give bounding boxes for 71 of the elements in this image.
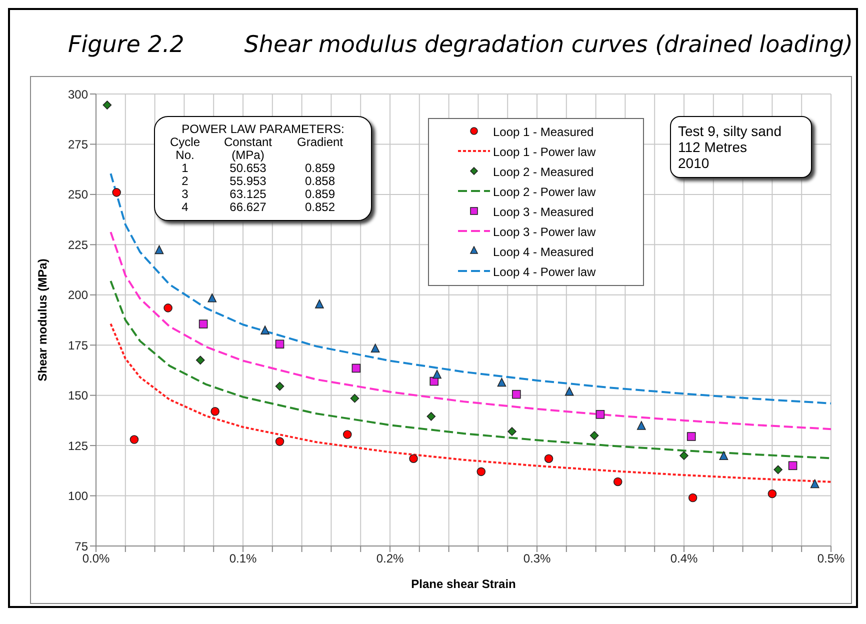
point — [164, 304, 172, 312]
point — [590, 431, 599, 440]
legend-label: Loop 2 - Power law — [493, 185, 596, 199]
point — [198, 320, 208, 328]
parameter-table: POWER LAW PARAMETERS: Cycle Constant Gradient No. (MPa) 1 50.653 0.859 2 55.953 0.858 3 63.125 0.859 4 66.627 0.852 — [154, 116, 372, 221]
y-tick-label: 250 — [68, 188, 88, 202]
point — [564, 386, 574, 396]
point — [688, 493, 698, 502]
y-tick-label: 75 — [74, 539, 88, 554]
y-tick-label: 300 — [68, 87, 88, 102]
point — [810, 479, 820, 488]
point — [680, 451, 688, 460]
y-axis-title: Shear modulus (MPa) — [35, 258, 50, 382]
x-tick-label: 0.3% — [523, 552, 551, 566]
y-tick-label: 275 — [68, 137, 88, 152]
legend-label: Loop 4 - Power law — [493, 265, 596, 279]
point — [275, 382, 284, 391]
x-tick-label: 0.2% — [376, 552, 404, 566]
x-axis-title: Plane shear Strain — [411, 577, 516, 591]
x-tick-label: 0.1% — [229, 552, 257, 566]
y-tick-label: 200 — [68, 288, 88, 302]
point — [596, 410, 605, 419]
point — [426, 412, 436, 421]
point — [768, 489, 777, 498]
x-tick-label: 0.5% — [817, 552, 845, 566]
chart-title: Figure 2.2 — [68, 32, 184, 58]
note-box: Test 9, silty sand 112 Metres 2010 — [670, 116, 812, 178]
point — [476, 467, 486, 476]
point — [613, 477, 622, 486]
point — [512, 390, 521, 399]
point — [315, 300, 324, 308]
y-tick-label: 225 — [68, 238, 88, 252]
legend-label: Loop 1 - Measured — [493, 125, 594, 139]
line-series — [110, 280, 831, 460]
x-tick-label: 0.4% — [670, 552, 698, 566]
point — [686, 432, 696, 441]
point — [508, 427, 516, 436]
point — [544, 454, 554, 464]
point — [636, 421, 646, 430]
point — [497, 378, 506, 387]
line-series — [110, 322, 831, 483]
point — [719, 451, 728, 460]
y-tick-label: 175 — [68, 338, 88, 352]
point — [342, 430, 352, 439]
x-tick-label: 0.0% — [82, 552, 110, 566]
point — [260, 326, 270, 334]
point — [409, 454, 418, 464]
point — [350, 394, 360, 403]
legend-label: Loop 4 - Measured — [493, 245, 594, 259]
y-tick-label: 125 — [68, 438, 88, 453]
legend-label: Loop 1 - Power law — [493, 145, 596, 159]
point — [352, 364, 361, 373]
point — [774, 465, 782, 474]
point — [432, 370, 442, 379]
point — [788, 461, 798, 470]
y-tick-label: 100 — [68, 489, 88, 504]
point — [102, 100, 112, 110]
point — [130, 435, 139, 444]
point — [196, 356, 205, 365]
y-tick-label: 150 — [68, 388, 88, 403]
point — [112, 188, 121, 197]
point — [208, 294, 217, 302]
chart-subtitle: Shear modulus degradation curves (drained loading) — [244, 32, 853, 58]
legend-label: Loop 3 - Power law — [493, 225, 596, 239]
point — [370, 344, 380, 353]
point — [210, 407, 220, 416]
point — [154, 245, 164, 254]
point — [275, 340, 284, 349]
legend-label: Loop 2 - Measured — [493, 165, 594, 179]
legend-label: Loop 3 - Measured — [493, 205, 594, 219]
point — [275, 437, 284, 446]
